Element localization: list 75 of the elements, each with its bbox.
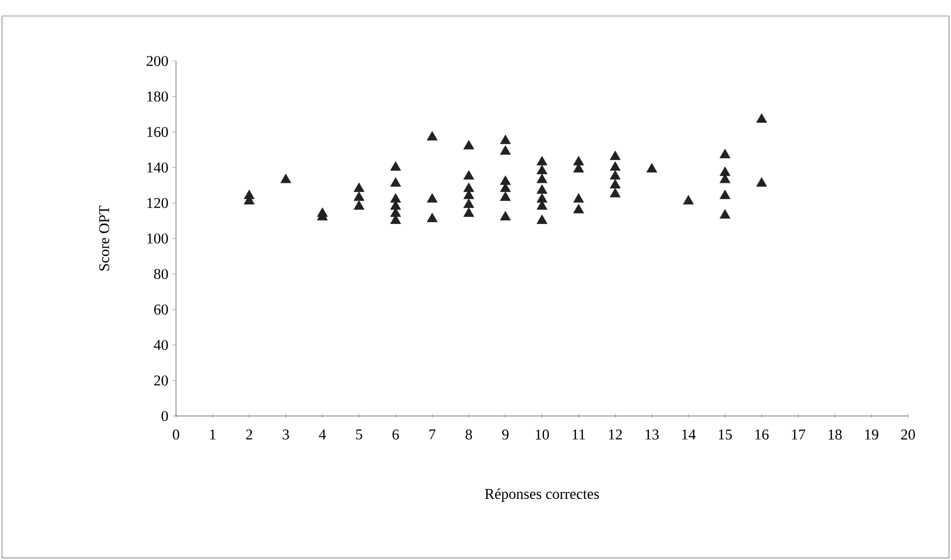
point <box>610 188 621 198</box>
x-tick-label: 5 <box>356 430 362 440</box>
y-tick-label: 180 <box>147 91 168 102</box>
point <box>426 131 438 141</box>
point <box>354 191 364 201</box>
point <box>354 182 364 192</box>
point <box>646 163 658 172</box>
x-tick-label: 9 <box>502 430 509 440</box>
x-tick-label: 20 <box>901 430 915 440</box>
point <box>500 191 511 201</box>
point <box>536 174 548 184</box>
point <box>463 182 474 192</box>
x-tick-label: 13 <box>646 430 659 440</box>
y-tick-label: 120 <box>147 198 168 208</box>
point <box>390 161 402 171</box>
x-tick-label: 10 <box>536 430 549 440</box>
y-tick-label: 160 <box>147 126 168 138</box>
point <box>720 209 730 219</box>
point <box>463 170 474 180</box>
point <box>573 156 584 166</box>
x-tick-label: 11 <box>572 430 585 440</box>
point <box>610 150 621 160</box>
x-tick-label: 6 <box>392 430 399 440</box>
x-tick-label: 19 <box>865 430 878 440</box>
point <box>610 179 621 188</box>
point <box>500 134 511 144</box>
point <box>463 140 474 150</box>
point <box>756 113 768 123</box>
y-tick-label: 40 <box>154 340 168 350</box>
x-tick-label: 14 <box>682 430 696 440</box>
point <box>354 200 364 210</box>
point <box>426 193 438 203</box>
y-tick-label: 60 <box>154 304 168 315</box>
point <box>720 148 730 158</box>
point <box>390 193 402 203</box>
point <box>720 190 730 200</box>
x-tick-label: 1 <box>210 430 216 440</box>
x-tick-label: 3 <box>282 430 289 440</box>
point <box>610 161 621 171</box>
point <box>756 177 768 187</box>
point <box>500 210 511 220</box>
x-axis-title: Réponses correctes <box>484 488 599 502</box>
y-axis-title: Score OPT <box>99 206 110 270</box>
point <box>390 177 402 187</box>
point <box>463 207 474 217</box>
point <box>573 193 584 203</box>
point <box>280 174 292 184</box>
x-tick-label: 2 <box>246 430 252 440</box>
x-tick-label: 8 <box>466 430 472 440</box>
x-tick-label: 16 <box>755 430 769 440</box>
point <box>463 198 474 208</box>
x-tick-label: 12 <box>609 430 622 440</box>
point <box>500 145 511 155</box>
point <box>683 195 694 204</box>
x-tick-label: 18 <box>828 430 842 440</box>
x-tick-label: 7 <box>429 430 436 440</box>
point <box>536 214 548 224</box>
y-tick-label: 100 <box>147 233 168 244</box>
point <box>426 212 438 222</box>
x-tick-label: 17 <box>792 430 806 440</box>
point <box>573 204 584 214</box>
point <box>536 156 548 166</box>
y-tick-label: 200 <box>146 56 168 66</box>
y-tick-label: 140 <box>147 162 168 173</box>
y-tick-label: 80 <box>154 268 168 280</box>
point <box>610 170 621 180</box>
point <box>536 164 548 174</box>
x-tick-label: 4 <box>318 430 326 440</box>
point <box>536 184 548 194</box>
x-tick-label: 0 <box>172 430 180 440</box>
y-tick-label: 20 <box>154 375 168 386</box>
y-tick-label: 0 <box>162 410 168 422</box>
point <box>500 175 511 185</box>
point <box>536 193 548 203</box>
x-tick-label: 15 <box>718 430 732 440</box>
